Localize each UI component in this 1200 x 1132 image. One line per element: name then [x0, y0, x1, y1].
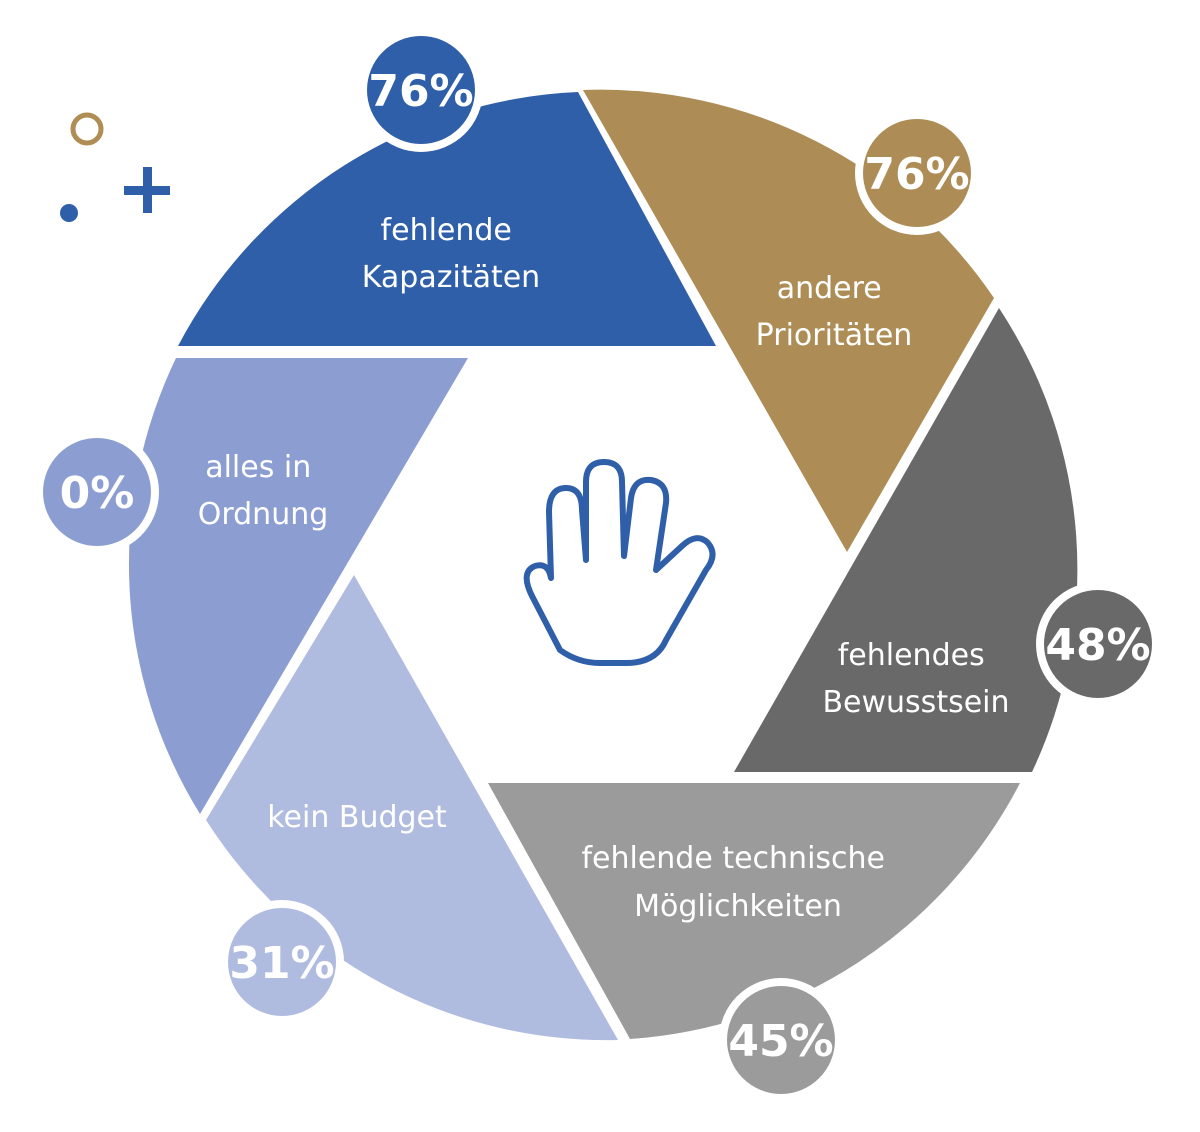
segment-technisch — [488, 783, 1020, 1039]
label-kapazitaeten: fehlende Kapazitäten — [362, 213, 540, 295]
badge-kapazitaeten: 76% — [359, 28, 483, 152]
label-bewusstsein: fehlendes Bewusstsein — [822, 638, 1009, 720]
badge-value-prioritaeten: 76% — [864, 149, 969, 200]
segment-bewusstsein — [734, 308, 1078, 772]
label-prioritaeten: andere Prioritäten — [756, 271, 913, 353]
badge-technisch: 45% — [719, 978, 843, 1102]
ring-icon — [70, 112, 104, 146]
plus-icon — [124, 167, 170, 213]
badge-prioritaeten: 76% — [855, 111, 979, 235]
badge-value-bewusstsein: 48% — [1045, 620, 1150, 671]
label-technisch: fehlende technische Möglichkeiten — [581, 841, 894, 924]
badge-value-technisch: 45% — [728, 1016, 833, 1067]
dot-icon — [60, 204, 78, 222]
hand-icon — [523, 459, 716, 666]
badge-value-kapazitaeten: 76% — [368, 66, 473, 117]
label-budget: kein Budget — [267, 800, 447, 835]
segment-ordnung — [128, 358, 468, 814]
label-ordnung: alles in Ordnung — [198, 450, 329, 532]
badge-budget: 31% — [220, 900, 344, 1024]
badge-value-budget: 31% — [229, 938, 334, 989]
badge-value-ordnung: 0% — [60, 468, 135, 519]
badge-ordnung: 0% — [35, 430, 159, 554]
segment-kapazitaeten — [178, 92, 716, 346]
badge-bewusstsein: 48% — [1036, 582, 1160, 706]
